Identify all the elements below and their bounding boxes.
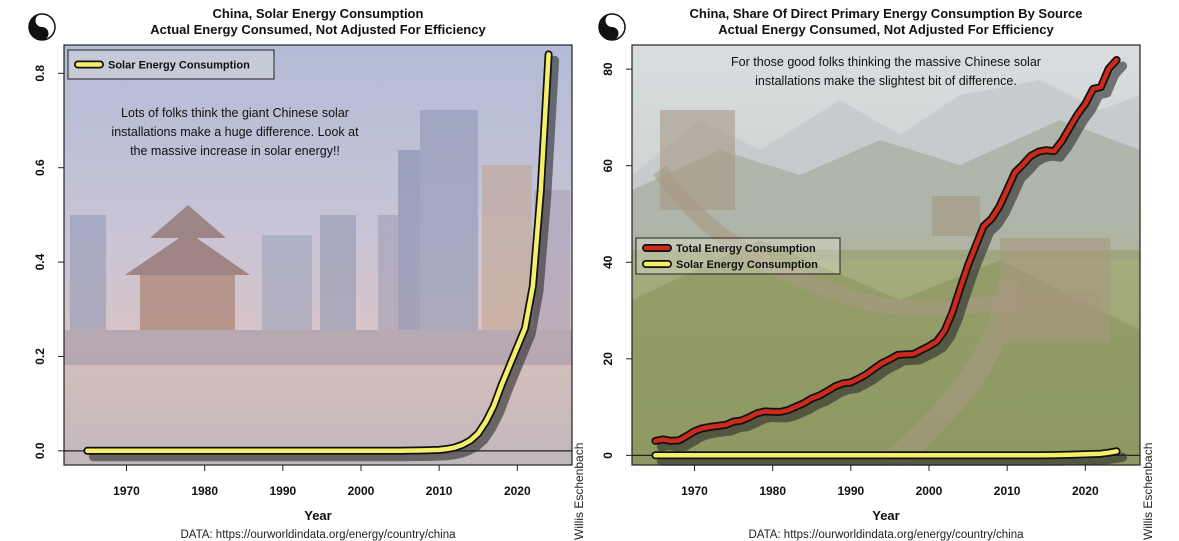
left-plot: Lots of folks think the giant Chinese so… <box>33 44 573 498</box>
left-y-tick-label: 0.8 <box>33 65 47 82</box>
left-chart-title: China, Solar Energy Consumption <box>213 6 424 21</box>
left-y-tick-label: 0.4 <box>33 253 47 270</box>
right-series-total-energy-consumption-shadow <box>656 61 1128 452</box>
right-y-tick-label: 0 <box>601 452 615 459</box>
left-x-tick-label: 1970 <box>113 484 140 498</box>
right-x-tick-label: 1990 <box>837 484 864 498</box>
right-data-source: DATA: https://ourworldindata.org/energy/… <box>748 529 1024 541</box>
left-legend: Solar Energy Consumption <box>67 49 275 80</box>
left-legend-label: Solar Energy Consumption <box>108 60 250 72</box>
left-series-solar-energy-consumption-shadow <box>88 55 560 462</box>
left-y-tick-label: 0.2 <box>33 348 47 365</box>
right-y-tick-label: 40 <box>601 255 615 269</box>
left-plot-frame <box>63 44 573 466</box>
left-data-source: DATA: https://ourworldindata.org/energy/… <box>180 529 456 541</box>
right-legend: Total Energy Consumption Solar Energy Con… <box>635 237 841 275</box>
left-x-tick-label: 2010 <box>426 484 453 498</box>
right-series-solar-energy-consumption-shadow <box>656 452 1128 466</box>
yin-yang-logo-left <box>28 13 56 41</box>
author-credit-left: Willis Eschenbach <box>572 443 586 540</box>
left-x-tick-label: 2020 <box>504 484 531 498</box>
left-chart-subtitle: Actual Energy Consumed, Not Adjusted For… <box>150 22 486 37</box>
right-legend-label: Total Energy Consumption <box>676 243 816 255</box>
left-y-tick-label: 0.6 <box>33 159 47 176</box>
right-plot-frame <box>631 44 1141 466</box>
right-x-tick-label: 2020 <box>1072 484 1099 498</box>
right-x-tick-label: 1980 <box>759 484 786 498</box>
left-x-tick-label: 2000 <box>348 484 375 498</box>
left-series-solar-energy-consumption-line <box>85 52 551 454</box>
yin-yang-logo-right <box>598 13 626 41</box>
chart-layers: Lots of folks think the giant Chinese so… <box>33 44 1141 498</box>
right-series-solar-energy-consumption-line <box>653 449 1119 458</box>
left-y-tick-label: 0.0 <box>33 442 47 459</box>
right-series-total-energy-consumption-line <box>653 57 1119 444</box>
left-x-axis-label: Year <box>304 508 331 523</box>
right-chart-title: China, Share Of Direct Primary Energy Co… <box>690 6 1083 21</box>
right-legend-box <box>635 237 841 275</box>
left-x-tick-label: 1990 <box>269 484 296 498</box>
right-annotation: For those good folks thinking the massiv… <box>731 55 1041 88</box>
right-x-tick-label: 1970 <box>681 484 708 498</box>
author-credit-right: Willis Eschenbach <box>1141 443 1155 540</box>
left-annotation: Lots of folks think the giant Chinese so… <box>111 106 359 158</box>
right-y-tick-label: 80 <box>601 62 615 76</box>
right-chart-subtitle: Actual Energy Consumed, Not Adjusted For… <box>718 22 1054 37</box>
right-x-axis-label: Year <box>872 508 899 523</box>
right-x-tick-label: 2010 <box>994 484 1021 498</box>
right-y-tick-label: 20 <box>601 352 615 366</box>
right-legend-label: Solar Energy Consumption <box>676 259 818 271</box>
right-x-tick-label: 2000 <box>916 484 943 498</box>
right-y-tick-label: 60 <box>601 159 615 173</box>
left-x-tick-label: 1980 <box>191 484 218 498</box>
right-plot: For those good folks thinking the massiv… <box>601 44 1141 498</box>
